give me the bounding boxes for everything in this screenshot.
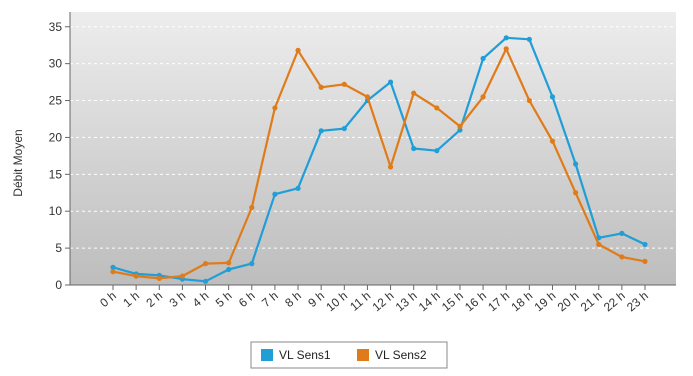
data-point — [318, 84, 324, 90]
y-tick-label: 15 — [49, 167, 63, 181]
data-point — [341, 125, 347, 132]
data-point — [364, 94, 371, 100]
data-point — [573, 161, 579, 167]
y-tick-label: 20 — [49, 130, 63, 144]
data-point — [318, 128, 324, 134]
data-point — [249, 261, 255, 267]
data-point — [249, 204, 255, 211]
data-point — [341, 81, 347, 87]
y-tick-label: 30 — [49, 57, 63, 71]
data-point — [295, 47, 301, 53]
data-point — [434, 105, 440, 111]
x-tick-label: 23 h — [624, 289, 651, 315]
data-point — [434, 148, 440, 154]
y-tick-labels: 0 5 10 15 20 25 30 35 — [49, 20, 63, 292]
x-tick-label: 3 h — [167, 289, 189, 310]
x-tick-label: 22 h — [601, 289, 628, 315]
data-point — [110, 269, 116, 275]
x-tick-label: 19 h — [532, 289, 559, 315]
x-tick-label: 21 h — [578, 289, 605, 315]
data-point — [110, 264, 116, 270]
data-point — [503, 35, 509, 41]
legend: VL Sens1 VL Sens2 — [250, 341, 448, 369]
data-point — [179, 273, 185, 279]
data-point — [480, 55, 486, 62]
x-tick-label: 11 h — [347, 289, 373, 314]
y-tick-label: 0 — [55, 278, 62, 292]
y-tick-label: 25 — [49, 94, 63, 108]
data-point — [133, 273, 139, 279]
data-point — [619, 230, 625, 236]
x-tick-label: 15 h — [439, 289, 466, 315]
series-1 — [110, 35, 648, 284]
data-point — [503, 46, 509, 52]
x-tick-label: 13 h — [393, 289, 420, 315]
data-point — [272, 105, 278, 111]
series-line-2 — [112, 47, 646, 280]
data-point — [480, 94, 486, 100]
data-point — [226, 266, 232, 273]
data-point — [619, 254, 625, 260]
x-tick-label: 4 h — [190, 289, 212, 310]
data-point — [295, 185, 301, 191]
x-tick-label: 7 h — [259, 289, 281, 310]
data-point — [549, 94, 556, 100]
y-axis-title: Débit Moyen — [11, 129, 25, 196]
data-point — [573, 190, 579, 196]
x-tick-label: 18 h — [508, 289, 535, 315]
data-point — [411, 90, 417, 96]
y-tick-label: 10 — [49, 204, 63, 218]
data-point — [156, 275, 162, 281]
x-tick-label: 0 h — [97, 289, 119, 310]
data-point — [596, 241, 602, 248]
x-tick-label: 16 h — [462, 289, 489, 315]
data-point — [526, 97, 532, 104]
y-tick-label: 35 — [49, 20, 63, 34]
data-point — [457, 127, 463, 133]
x-tick-label: 6 h — [236, 289, 258, 310]
data-point — [387, 164, 394, 170]
data-point — [272, 191, 278, 197]
legend-swatch-series-2 — [357, 349, 369, 361]
legend-box — [250, 341, 448, 369]
data-point — [457, 123, 463, 129]
x-tick-label: 8 h — [282, 289, 304, 310]
x-tick-label: 2 h — [143, 289, 165, 310]
x-tick-label: 12 h — [370, 289, 397, 315]
legend-swatch-series-1 — [261, 349, 273, 361]
data-point — [642, 258, 648, 264]
y-tick-label: 5 — [55, 241, 62, 255]
grid-lines — [70, 26, 676, 249]
x-tick-label: 14 h — [416, 289, 443, 315]
data-point — [202, 278, 209, 284]
series-2 — [110, 46, 648, 281]
data-point — [526, 36, 532, 42]
legend-label-series-1: VL Sens1 — [279, 348, 331, 362]
x-tick-label: 5 h — [213, 289, 235, 310]
plot-area — [70, 12, 676, 285]
data-point — [202, 261, 209, 267]
data-series — [110, 35, 648, 284]
x-tick-label: 10 h — [323, 289, 350, 315]
data-point — [387, 79, 394, 85]
legend-label-series-2: VL Sens2 — [375, 348, 427, 362]
x-tick-label: 1 h — [120, 289, 142, 310]
x-tick-label: 20 h — [555, 289, 582, 315]
x-tick-label: 17 h — [485, 289, 512, 315]
series-line-1 — [112, 36, 646, 283]
axes — [65, 12, 676, 290]
data-point — [411, 145, 417, 152]
data-point — [226, 260, 232, 266]
x-tick-label: 9 h — [305, 289, 327, 310]
data-point — [642, 241, 648, 248]
data-point — [549, 138, 556, 144]
